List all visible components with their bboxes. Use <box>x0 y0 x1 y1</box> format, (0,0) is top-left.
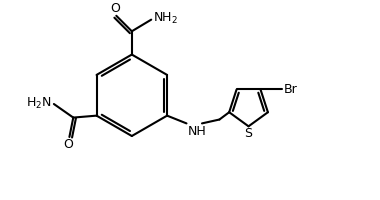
Text: Br: Br <box>284 83 298 96</box>
Text: O: O <box>63 138 73 151</box>
Text: H$_2$N: H$_2$N <box>26 95 52 111</box>
Text: NH$_2$: NH$_2$ <box>153 11 178 26</box>
Text: S: S <box>245 127 253 140</box>
Text: NH: NH <box>187 125 206 138</box>
Text: O: O <box>111 2 120 15</box>
